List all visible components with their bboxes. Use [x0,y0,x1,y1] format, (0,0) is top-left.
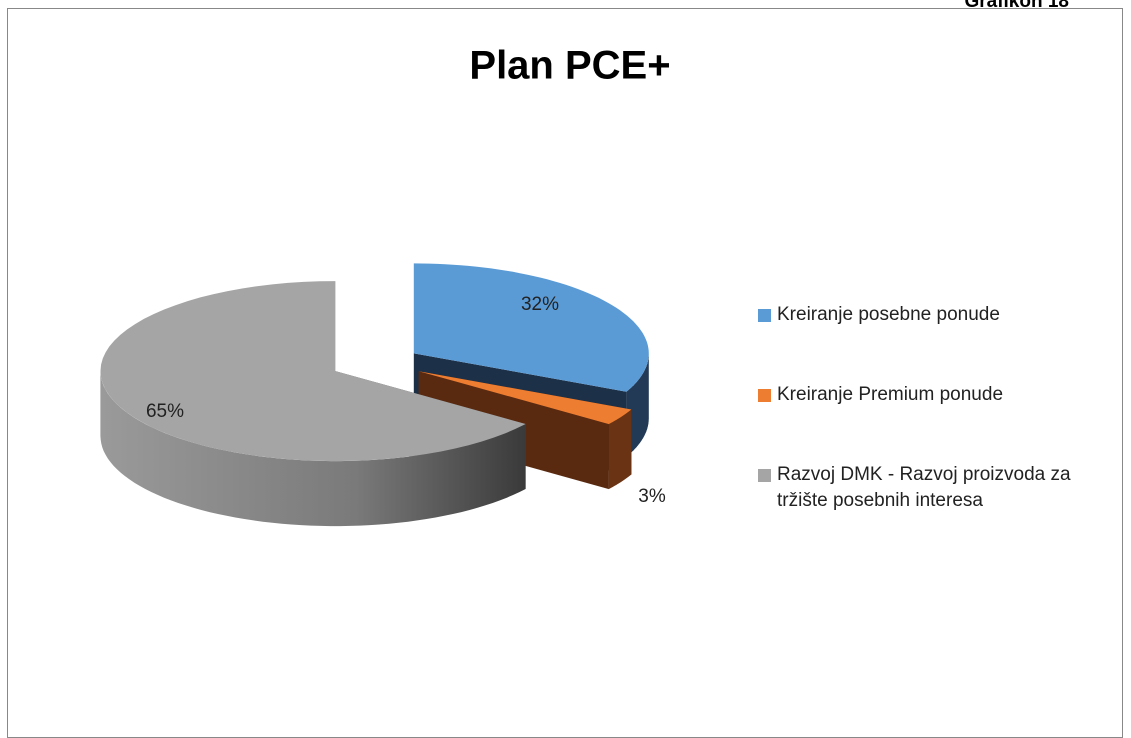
slice [418,371,632,425]
legend: Kreiranje posebne ponude Kreiranje Premiu… [758,302,1088,568]
data-label: 32% [521,294,559,315]
slice [413,263,649,392]
legend-label: Kreiranje posebne ponude [777,304,1000,325]
slice-side [608,409,632,490]
legend-item: Kreiranje Premium ponude [758,382,1088,408]
legend-label: Razvoj DMK - Razvoj proizvoda za tržište… [777,464,1071,511]
legend-swatch [758,309,771,322]
legend-item: Razvoj DMK - Razvoj proizvoda za tržište… [758,462,1088,514]
chart-title: Plan PCE+ [469,44,670,88]
data-label: 65% [146,401,184,422]
legend-swatch [758,469,771,482]
legend-item: Kreiranje posebne ponude [758,302,1088,328]
legend-label: Kreiranje Premium ponude [777,384,1004,405]
slice-side [626,353,649,457]
caption: Grafikon 18 [964,0,1069,12]
legend-swatch [758,389,771,402]
slice [100,281,526,462]
slice-side [100,371,526,527]
data-label: 3% [638,486,666,507]
